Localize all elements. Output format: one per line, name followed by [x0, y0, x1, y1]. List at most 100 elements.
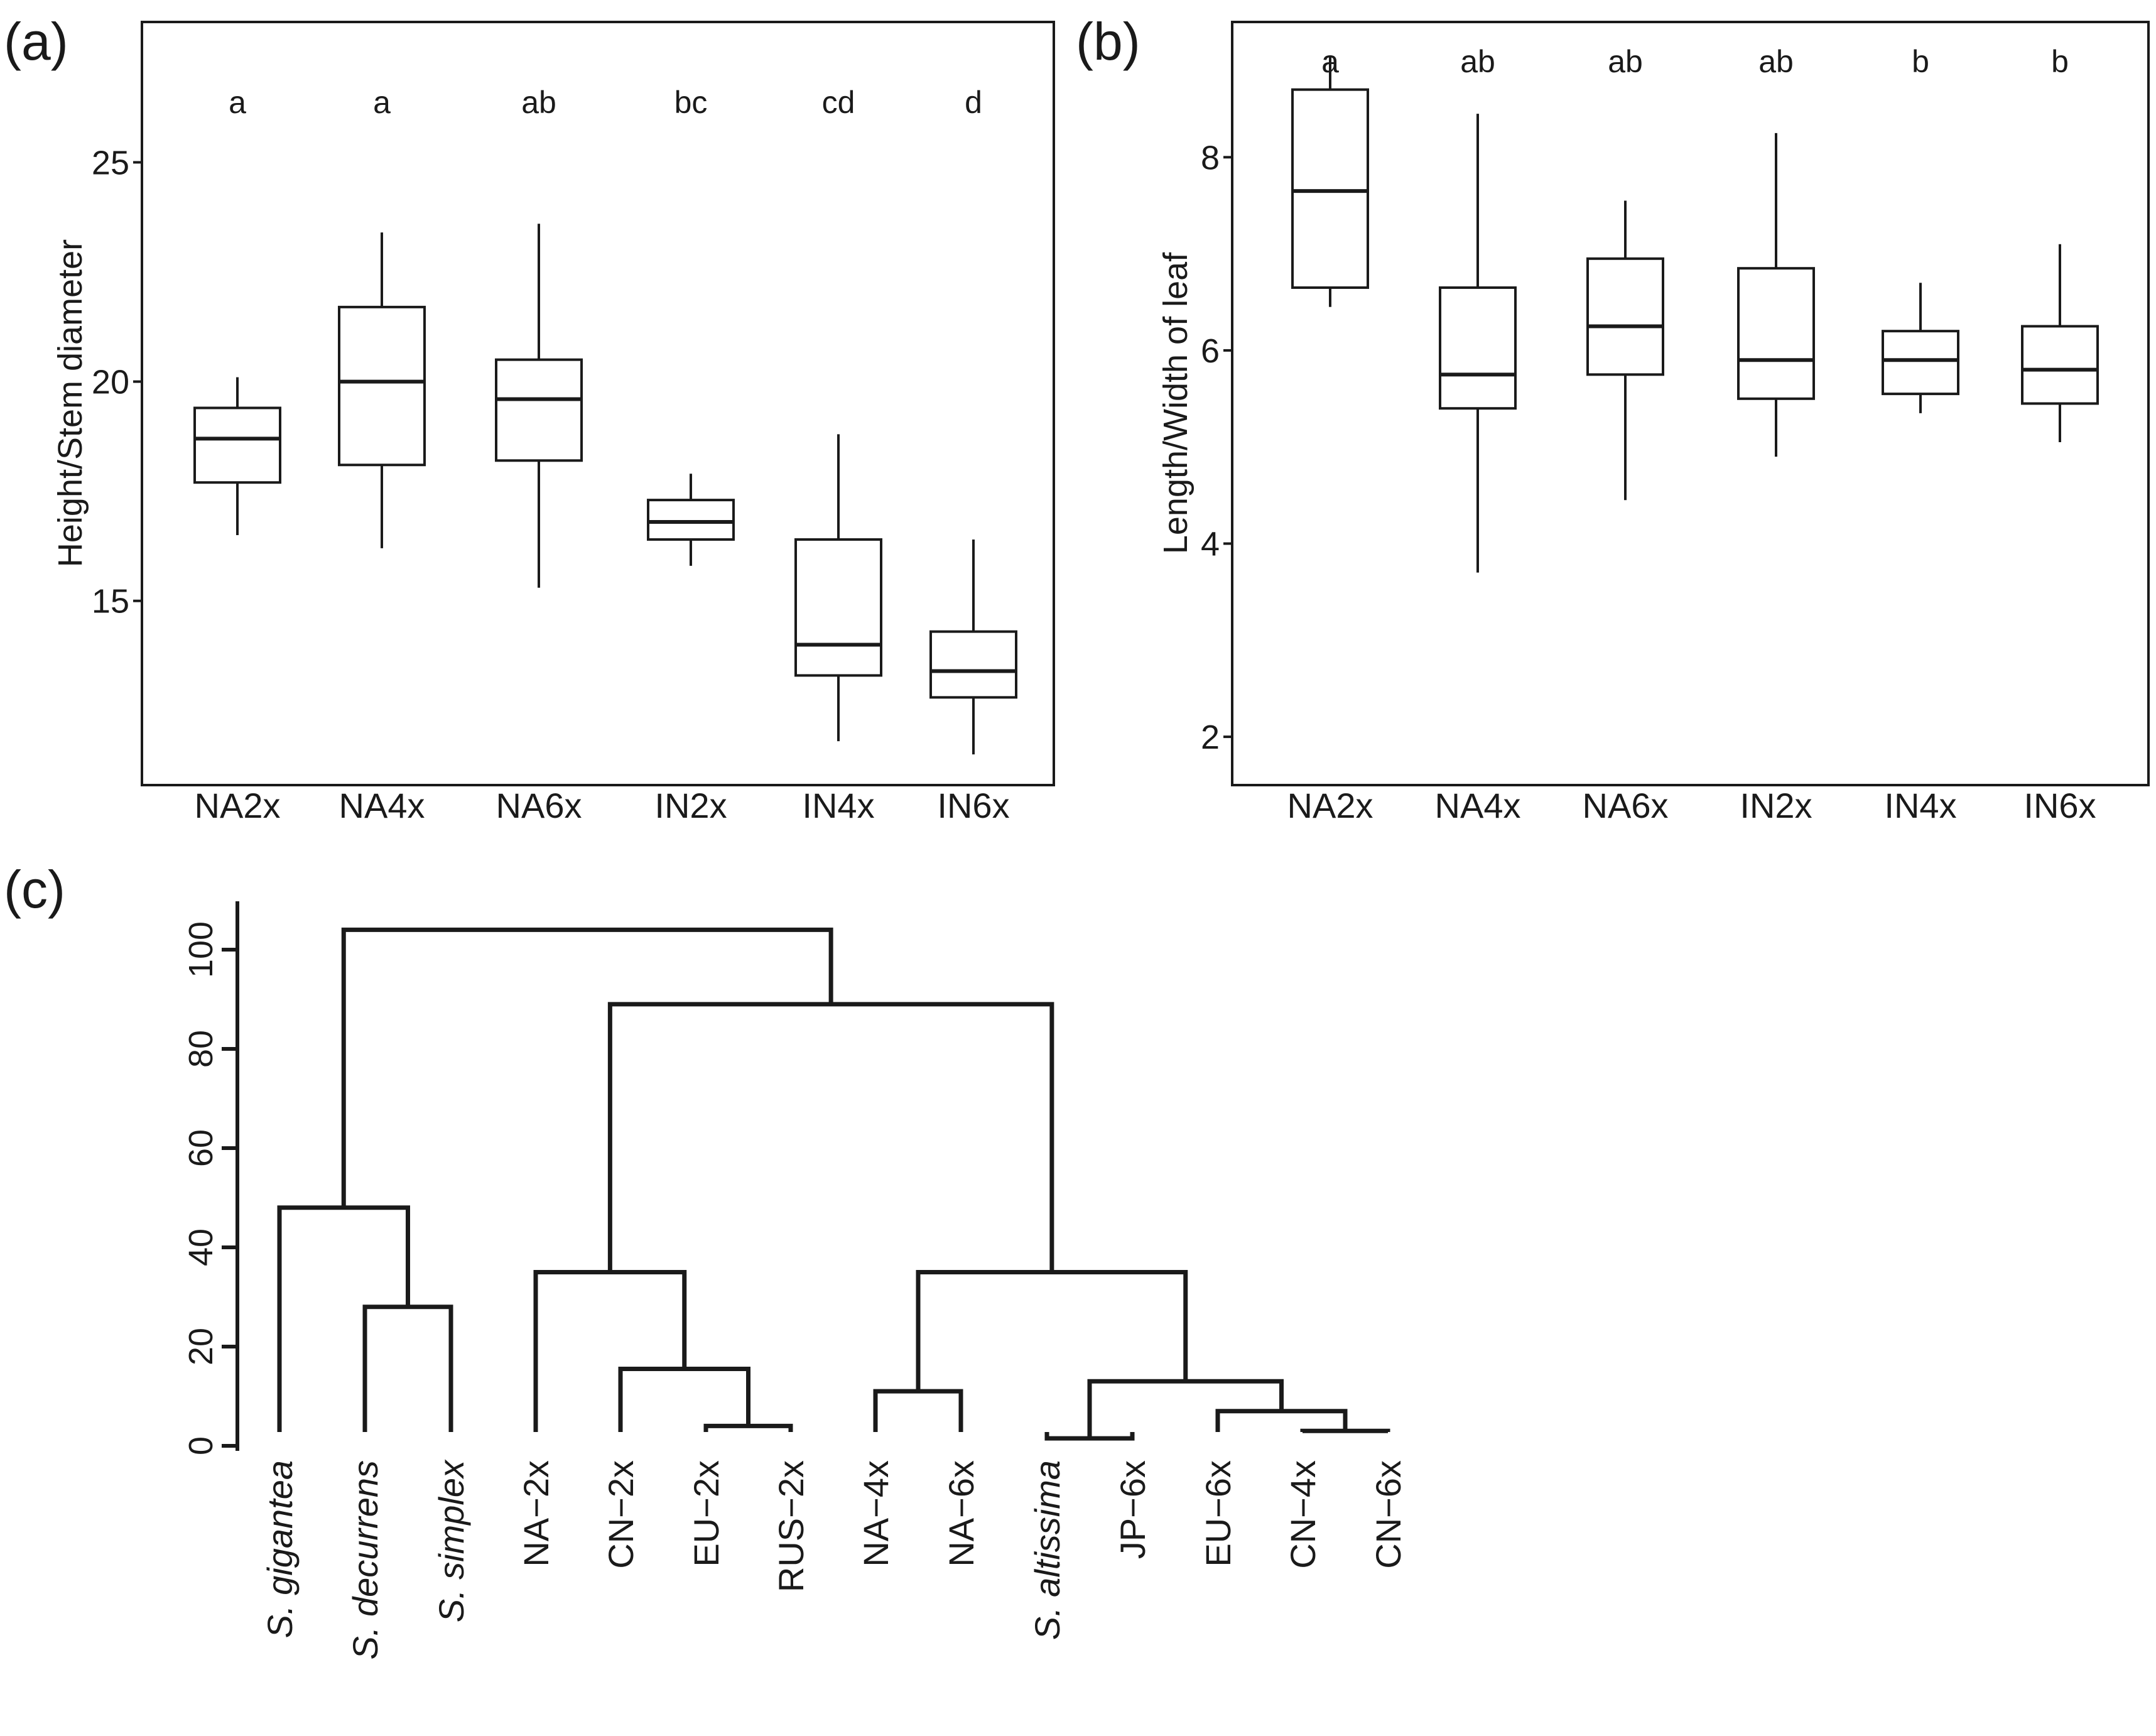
y-ticks-b: 2 4 6 8: [1201, 139, 1232, 756]
leaf-label: S. gigantea: [260, 1460, 300, 1638]
box-NA6x: [495, 224, 583, 588]
y-tick-label: 6: [1201, 332, 1220, 370]
group-letter: ab: [1608, 44, 1643, 79]
category-label: NA6x: [496, 786, 582, 825]
iqr-box: [1586, 257, 1664, 376]
y-tick-label: 80: [182, 1030, 220, 1068]
y-tick-label: 4: [1201, 526, 1220, 563]
group-letter: b: [2051, 44, 2069, 79]
box-IN4x: [794, 434, 882, 742]
category-label: IN6x: [937, 786, 1009, 825]
dendrogram-link: [916, 1270, 1188, 1392]
group-letter: b: [1912, 44, 1929, 79]
iqr-box: [1882, 330, 1959, 396]
y-tick-label: 8: [1201, 139, 1220, 176]
category-label: NA4x: [339, 786, 425, 825]
y-tick-label: 40: [182, 1229, 220, 1266]
leaf-label: NA−4x: [856, 1460, 896, 1567]
dendrogram-link: [362, 1305, 453, 1432]
iqr-box: [794, 538, 882, 677]
iqr-box: [338, 305, 426, 467]
group-letter: ab: [521, 85, 556, 120]
box-NA4x: [1439, 114, 1517, 573]
y-axis-label-a: Height/Stem diameter: [51, 239, 89, 567]
leaf-label: S. decurrens: [345, 1460, 385, 1660]
leaf-label: RUS−2x: [771, 1460, 811, 1592]
dendrogram-link: [277, 1205, 410, 1432]
category-label: NA2x: [195, 786, 281, 825]
leaf-label: CN−6x: [1368, 1460, 1408, 1569]
leaf-label: NA−6x: [941, 1460, 981, 1567]
y-tick-label: 25: [92, 144, 129, 182]
y-tick-label: 0: [182, 1436, 220, 1455]
panel-label-c: (c): [4, 860, 65, 919]
y-tick-label: 2: [1201, 719, 1220, 756]
boxes-b: [1291, 55, 2099, 573]
leaf-label: S. altissima: [1027, 1460, 1067, 1640]
dendrogram-link: [533, 1270, 687, 1432]
plot-frame-a: [141, 21, 1055, 786]
y-tick-label: 100: [182, 921, 220, 978]
group-letter: d: [965, 85, 982, 120]
dendrogram: [277, 927, 1390, 1441]
category-label: IN2x: [1740, 786, 1812, 825]
box-IN6x: [2021, 244, 2099, 443]
category-label: NA2x: [1287, 786, 1373, 825]
leaf-label: EU−2x: [686, 1460, 726, 1567]
iqr-box: [1291, 88, 1369, 289]
leaf-label: EU−6x: [1198, 1460, 1238, 1567]
iqr-box: [1439, 286, 1517, 410]
iqr-box: [2021, 325, 2099, 405]
panel-c: 0 20 40 60 80 100 S. gigantea S. decurrens S. s…: [182, 901, 1408, 1660]
y-axis-label-b: Length/Width of leaf: [1157, 252, 1194, 554]
leaf-label: NA−2x: [516, 1460, 556, 1567]
iqr-box: [495, 358, 583, 462]
categories-a: NA2x NA4x NA6x IN2x IN4x IN6x: [195, 786, 1010, 825]
y-tick-label: 15: [92, 583, 129, 621]
panel-a: Height/Stem diameter 15 20 25 a a ab bc cd d NA…: [51, 21, 1055, 825]
categories-b: NA2x NA4x NA6x IN2x IN4x IN6x: [1287, 786, 2096, 825]
box-NA4x: [338, 232, 426, 548]
y-tick-label: 20: [182, 1328, 220, 1365]
leaf-label: S. simplex: [431, 1459, 471, 1622]
group-letter: a: [373, 85, 391, 120]
leaf-label: CN−2x: [601, 1460, 641, 1569]
iqr-box: [929, 630, 1017, 699]
group-letters-a: a a ab bc cd d: [229, 85, 982, 120]
boxes-a: [193, 224, 1017, 755]
category-label: NA6x: [1583, 786, 1669, 825]
category-label: IN4x: [802, 786, 874, 825]
leaf-label: JP−6x: [1113, 1460, 1152, 1559]
box-IN6x: [929, 539, 1017, 755]
category-label: IN2x: [654, 786, 727, 825]
dendrogram-link: [1300, 1428, 1390, 1433]
leaf-labels: S. gigantea S. decurrens S. simplex NA−2x CN…: [260, 1459, 1408, 1659]
dendrogram-link: [341, 927, 833, 1208]
category-label: IN6x: [2023, 786, 2096, 825]
box-IN4x: [1882, 283, 1959, 413]
box-NA2x: [1291, 55, 1369, 307]
box-NA2x: [193, 377, 281, 535]
group-letter: cd: [822, 85, 855, 120]
iqr-box: [647, 499, 735, 541]
group-letter: ab: [1758, 44, 1794, 79]
panel-label-a: (a): [4, 12, 68, 71]
group-letters-b: aabababbb: [1321, 44, 2069, 79]
box-IN2x: [1737, 133, 1815, 457]
iqr-box: [193, 406, 281, 484]
y-tick-label: 20: [92, 364, 129, 401]
group-letter: bc: [674, 85, 708, 120]
plot-frame-b: [1231, 21, 2150, 786]
category-label: NA4x: [1435, 786, 1521, 825]
box-IN2x: [647, 474, 735, 566]
y-tick-label: 60: [182, 1129, 220, 1167]
dendrogram-link: [618, 1367, 750, 1432]
group-letter: a: [229, 85, 246, 120]
group-letter: ab: [1460, 44, 1495, 79]
dendrogram-link: [703, 1423, 793, 1432]
box-NA6x: [1586, 200, 1664, 501]
dendrogram-link: [607, 1002, 1054, 1272]
iqr-box: [1737, 267, 1815, 400]
